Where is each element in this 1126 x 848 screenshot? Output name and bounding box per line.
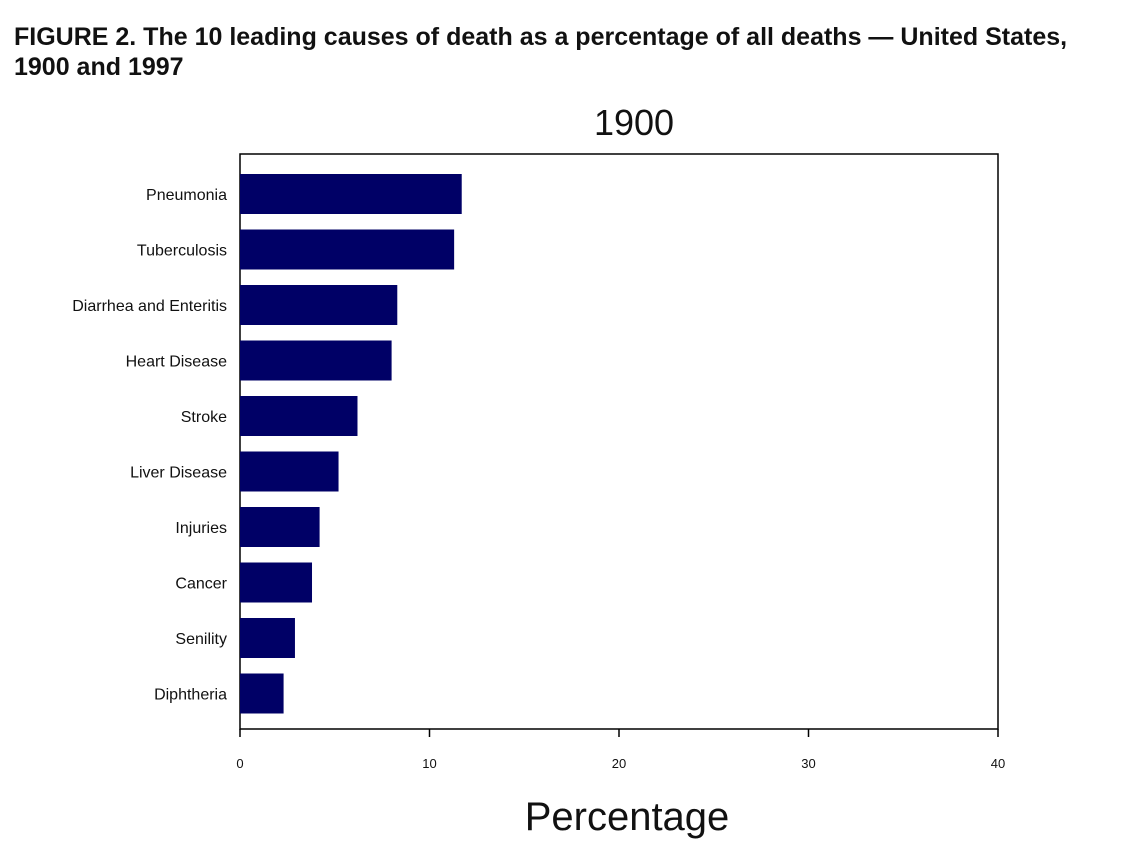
x-tick-label: 0 xyxy=(236,756,243,771)
bars-group xyxy=(240,174,462,714)
bar-pneumonia xyxy=(240,174,462,214)
bar-cancer xyxy=(240,562,313,603)
bar-tuberculosis xyxy=(240,229,455,270)
bar-diphtheria xyxy=(240,673,284,714)
x-tick-label: 40 xyxy=(991,756,1005,771)
category-label-heart-disease: Heart Disease xyxy=(126,354,227,371)
category-labels: Pneumonia Tuberculosis Diarrhea and Enteri… xyxy=(72,187,227,704)
category-label-diarrhea-and-enteritis: Diarrhea and Enteritis xyxy=(72,298,227,315)
category-label-tuberculosis: Tuberculosis xyxy=(137,243,227,260)
category-label-liver-disease: Liver Disease xyxy=(130,465,227,482)
x-axis-ticks: 0 10 20 30 40 xyxy=(236,729,1005,771)
category-label-injuries: Injuries xyxy=(175,520,227,537)
chart-title: 1900 xyxy=(594,102,674,143)
bar-heart-disease xyxy=(240,340,392,381)
figure-title: FIGURE 2. The 10 leading causes of death… xyxy=(14,23,1068,81)
category-label-diphtheria: Diphtheria xyxy=(154,687,227,704)
x-axis-title: Percentage xyxy=(525,795,730,839)
x-tick-label: 30 xyxy=(801,756,815,771)
x-tick-label: 20 xyxy=(612,756,626,771)
category-label-stroke: Stroke xyxy=(181,409,227,426)
bar-senility xyxy=(240,618,295,658)
bar-injuries xyxy=(240,507,320,547)
category-label-cancer: Cancer xyxy=(175,576,227,593)
bar-diarrhea-and-enteritis xyxy=(240,285,398,325)
x-tick-label: 10 xyxy=(422,756,436,771)
bar-stroke xyxy=(240,396,358,436)
category-label-senility: Senility xyxy=(175,631,227,648)
category-label-pneumonia: Pneumonia xyxy=(146,187,227,204)
bar-liver-disease xyxy=(240,451,339,492)
